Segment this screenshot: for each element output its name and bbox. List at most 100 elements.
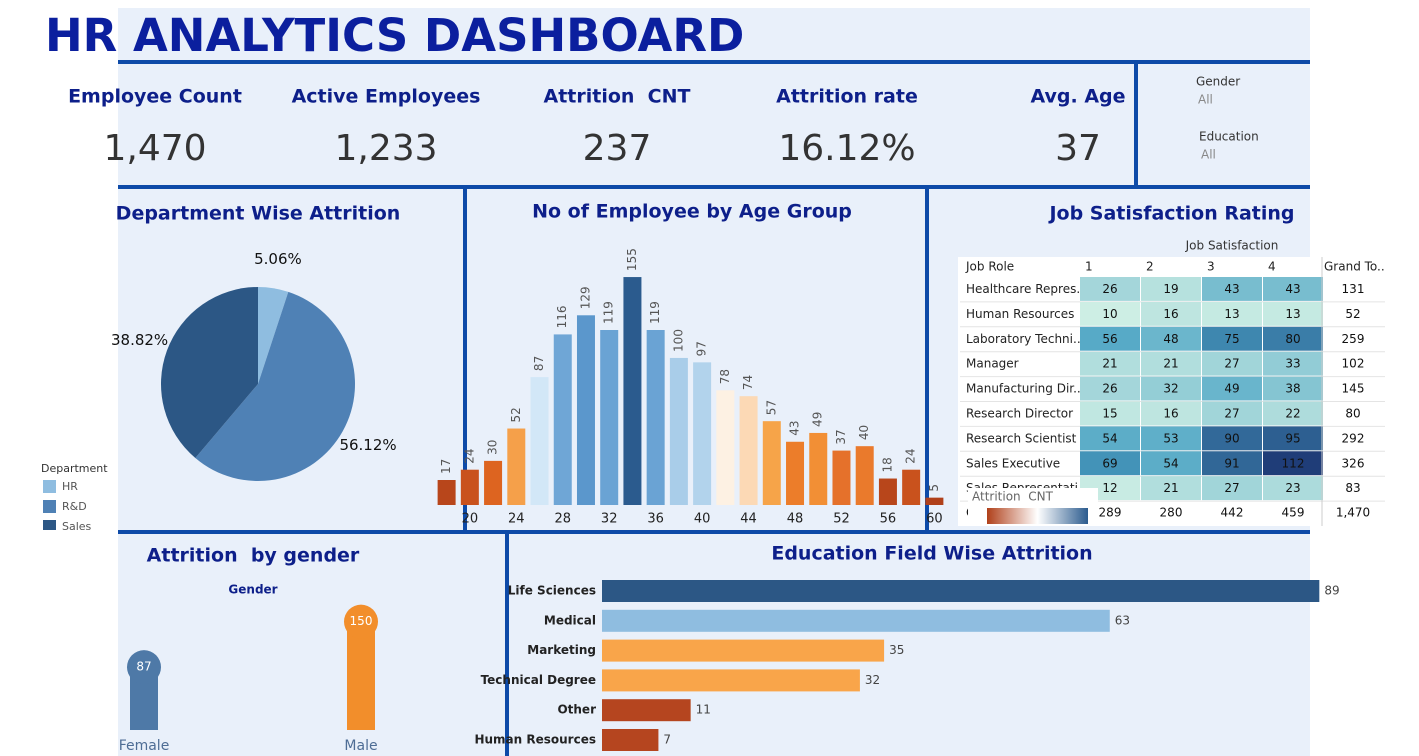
chart-title: No of Employee by Age Group bbox=[532, 201, 852, 223]
row-label: Manufacturing Dir.. bbox=[966, 382, 1081, 396]
heatmap-cell bbox=[1141, 301, 1201, 326]
bar bbox=[484, 460, 503, 505]
heatmap-cell bbox=[1202, 426, 1262, 451]
bar bbox=[602, 699, 691, 722]
kpi-value: 237 bbox=[583, 128, 652, 169]
value-label: 87 bbox=[532, 356, 546, 371]
value-label: 35 bbox=[889, 643, 904, 657]
pie-slice bbox=[258, 287, 289, 384]
bar bbox=[786, 441, 805, 505]
row-label: Sales Executive bbox=[966, 456, 1060, 470]
bar bbox=[902, 469, 921, 505]
heatmap-cell bbox=[1202, 351, 1262, 376]
x-tick-label: 56 bbox=[880, 512, 897, 527]
kpi-label: Active Employees bbox=[292, 86, 481, 108]
row-label: Manager bbox=[966, 357, 1019, 371]
value-label: 18 bbox=[880, 457, 894, 472]
value-label: 100 bbox=[671, 329, 685, 352]
category-label: Other bbox=[557, 703, 596, 717]
heatmap-cell bbox=[1263, 376, 1323, 401]
cell-label: 27 bbox=[1224, 481, 1239, 495]
kpi-label: Attrition rate bbox=[776, 86, 918, 108]
row-total: 83 bbox=[1345, 481, 1360, 495]
chart-title: Attrition by gender bbox=[147, 545, 360, 567]
x-tick-label: 44 bbox=[740, 512, 757, 527]
value-label: 155 bbox=[625, 248, 639, 271]
dashboard-title: HR ANALYTICS DASHBOARD bbox=[45, 9, 744, 62]
bar bbox=[669, 357, 688, 505]
row-total: 52 bbox=[1345, 307, 1360, 321]
value-label: 63 bbox=[1115, 613, 1130, 627]
cell-label: 54 bbox=[1102, 431, 1117, 445]
cell-label: 27 bbox=[1224, 406, 1239, 420]
heatmap-cell bbox=[1263, 351, 1323, 376]
value-label: 49 bbox=[811, 412, 825, 427]
cell-label: 13 bbox=[1285, 307, 1300, 321]
cell-label: 49 bbox=[1224, 382, 1239, 396]
heatmap-cell bbox=[1263, 426, 1323, 451]
heatmap-cell bbox=[1141, 401, 1201, 426]
pie-label: 38.82% bbox=[111, 331, 168, 349]
x-tick-label: 32 bbox=[601, 512, 618, 527]
heatmap-cell bbox=[1141, 476, 1201, 501]
value-label: 89 bbox=[1324, 584, 1339, 598]
bar bbox=[623, 277, 642, 505]
bar-head bbox=[127, 650, 161, 685]
cell-label: 112 bbox=[1282, 456, 1305, 470]
kpi-label: Attrition CNT bbox=[544, 86, 691, 108]
pie-slice bbox=[195, 291, 356, 482]
row-total: 326 bbox=[1342, 456, 1365, 470]
cell-label: 90 bbox=[1224, 431, 1239, 445]
x-tick-label: 36 bbox=[647, 512, 664, 527]
category-label: Female bbox=[119, 738, 170, 754]
kpi-value: 1,233 bbox=[334, 128, 437, 169]
bar bbox=[925, 497, 944, 505]
heatmap-cell bbox=[1080, 401, 1140, 426]
value-label: 17 bbox=[439, 459, 453, 474]
row-label: Laboratory Techni.. bbox=[966, 332, 1081, 346]
chart-title: Department Wise Attrition bbox=[116, 203, 401, 225]
value-label: 78 bbox=[718, 369, 732, 384]
column-total: 289 bbox=[1099, 506, 1122, 520]
x-tick-label: 40 bbox=[694, 512, 711, 527]
legend-label: HR bbox=[62, 480, 78, 493]
bar bbox=[878, 478, 897, 505]
category-label: Male bbox=[344, 738, 377, 754]
heatmap-cell bbox=[1202, 476, 1262, 501]
cell-label: 80 bbox=[1285, 332, 1300, 346]
filter-value[interactable]: All bbox=[1198, 93, 1213, 107]
legend-label: Sales bbox=[62, 520, 92, 533]
bar bbox=[739, 396, 758, 505]
heatmap-cell bbox=[1080, 376, 1140, 401]
value-label: 150 bbox=[350, 614, 373, 628]
heatmap-cell bbox=[1202, 451, 1262, 476]
cell-label: 21 bbox=[1102, 357, 1117, 371]
legend-swatch bbox=[43, 500, 56, 513]
filter-label: Education bbox=[1199, 130, 1259, 144]
column-label: 4 bbox=[1268, 260, 1276, 274]
cell-label: 43 bbox=[1224, 282, 1239, 296]
cell-label: 26 bbox=[1102, 282, 1117, 296]
row-total: 131 bbox=[1342, 282, 1365, 296]
heatmap-cell bbox=[1202, 301, 1262, 326]
cell-label: 43 bbox=[1285, 282, 1300, 296]
heatmap-cell bbox=[1141, 277, 1201, 301]
category-label: Technical Degree bbox=[481, 673, 596, 687]
row-label: Human Resources bbox=[966, 307, 1074, 321]
legend-title: Department bbox=[41, 462, 108, 475]
cell-label: 12 bbox=[1102, 481, 1117, 495]
column-label: 1 bbox=[1085, 260, 1093, 274]
heatmap-cell bbox=[1263, 326, 1323, 351]
filter-value[interactable]: All bbox=[1201, 148, 1216, 162]
chart-title: Job Satisfaction Rating bbox=[1047, 203, 1294, 225]
bar bbox=[809, 432, 828, 505]
bar bbox=[693, 362, 712, 505]
cell-label: 54 bbox=[1163, 456, 1178, 470]
legend-swatch bbox=[43, 480, 56, 493]
heatmap-cell bbox=[1263, 301, 1323, 326]
cell-label: 22 bbox=[1285, 406, 1300, 420]
column-total: 459 bbox=[1282, 506, 1305, 520]
column-total: 280 bbox=[1160, 506, 1183, 520]
cell-label: 27 bbox=[1224, 357, 1239, 371]
legend-label: R&D bbox=[62, 500, 87, 513]
